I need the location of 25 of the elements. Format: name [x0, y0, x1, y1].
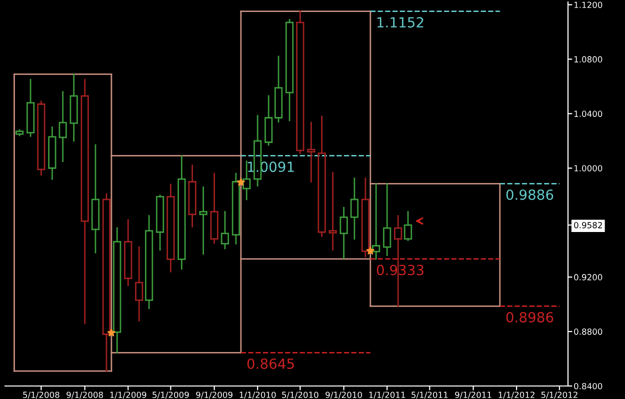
- annotation: 0.8645: [247, 358, 294, 369]
- x-tick-label: 5/1/2012: [541, 392, 578, 399]
- x-tick-label: 5/1/2009: [152, 392, 189, 399]
- annotation: 0.9886: [506, 189, 554, 200]
- y-tick-label: 1.0000: [574, 165, 602, 172]
- x-tick-label: 5/1/2011: [412, 392, 448, 399]
- x-tick-label: 5/1/2010: [282, 392, 318, 399]
- x-tick-label: 9/1/2011: [455, 392, 492, 399]
- y-tick-label: 1.1200: [574, 2, 602, 8]
- x-tick-label: 1/1/2009: [110, 392, 146, 399]
- y-tick-label: 0.8400: [574, 382, 602, 390]
- y-tick-label: 1.0400: [574, 110, 602, 117]
- x-tick-label: 9/1/2008: [66, 392, 103, 399]
- x-tick-label: 5/1/2008: [23, 392, 60, 399]
- y-tick-label: 0.9200: [574, 274, 602, 280]
- annotation: 1.1152: [377, 17, 424, 28]
- x-tick-label: 1/1/2012: [498, 392, 534, 399]
- x-tick-label: 1/1/2010: [240, 392, 276, 399]
- x-tick-label: 9/1/2010: [326, 392, 362, 399]
- annotation: 0.8986: [506, 312, 554, 323]
- y-tick-label: 0.8800: [574, 328, 602, 335]
- x-tick-label: 1/1/2011: [369, 392, 406, 399]
- y-tick-label: 1.0800: [574, 56, 602, 62]
- y-tick-label: 0.9582: [574, 222, 602, 228]
- x-tick-label: 9/1/2009: [196, 392, 232, 399]
